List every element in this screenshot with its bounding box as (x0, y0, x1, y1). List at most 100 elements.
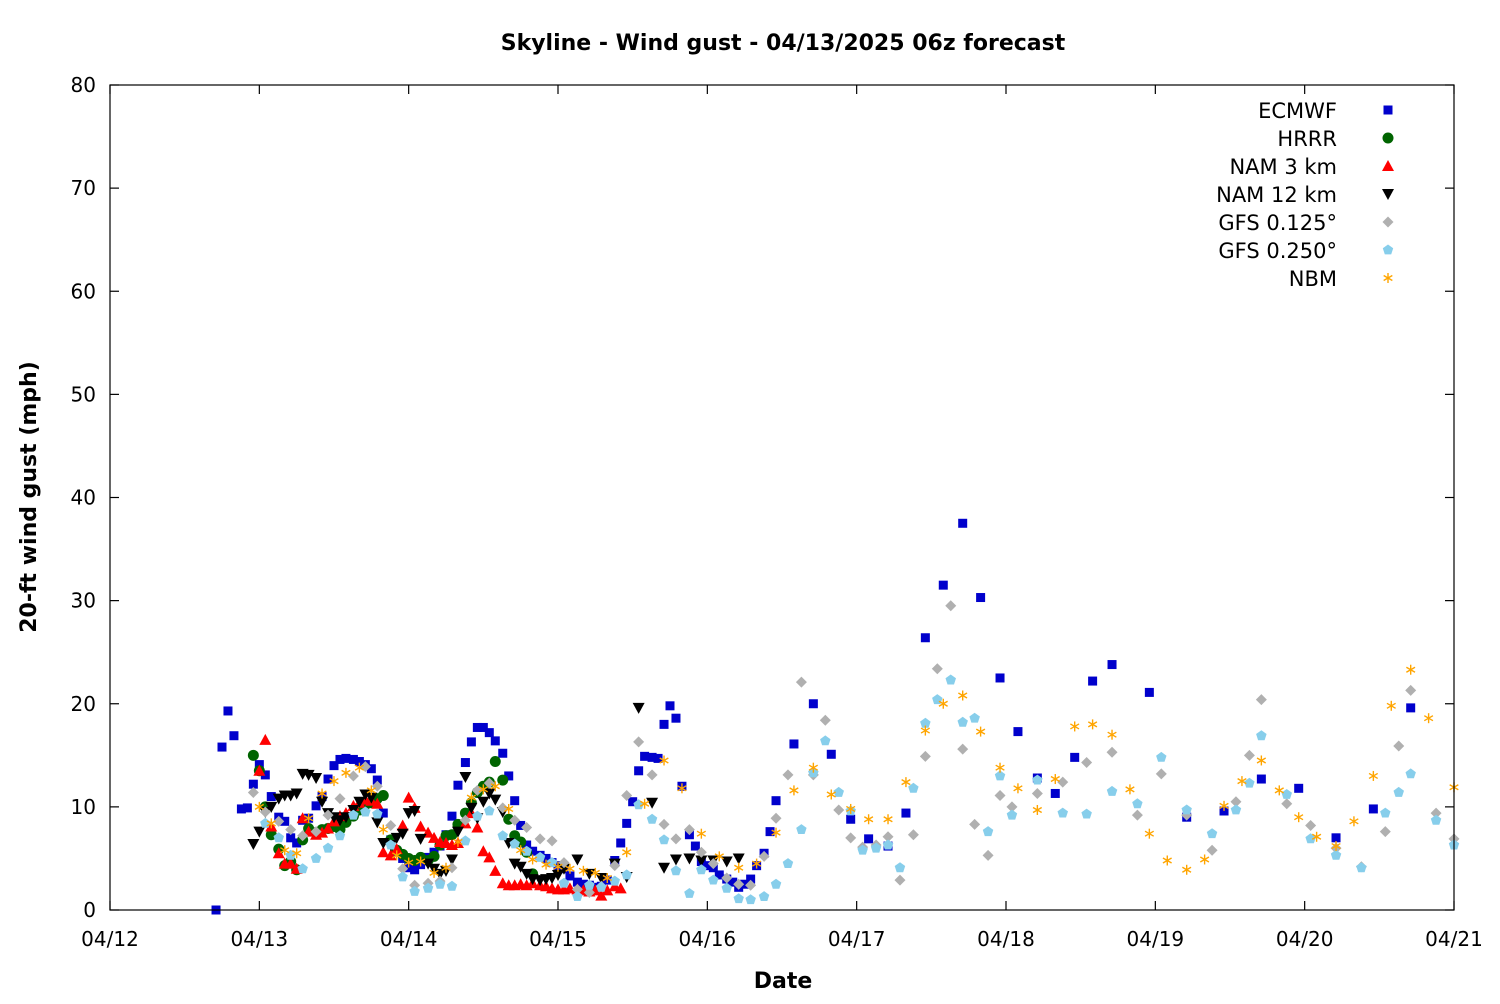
data-point (659, 719, 669, 729)
data-point (1368, 770, 1379, 781)
data-point (459, 814, 471, 826)
data-point (732, 853, 745, 865)
data-point (1199, 854, 1210, 865)
legend-label: GFS 0.250° (1218, 239, 1337, 263)
data-point (609, 875, 620, 886)
data-point (242, 803, 252, 813)
data-point (1255, 694, 1267, 706)
data-point (497, 830, 508, 841)
data-point (628, 797, 638, 807)
x-tick-label: 04/15 (529, 927, 587, 951)
data-point (390, 832, 403, 844)
data-point (459, 771, 472, 783)
data-point (857, 844, 868, 855)
data-point (707, 858, 719, 870)
data-point (1132, 798, 1143, 809)
legend-marker (1382, 189, 1394, 200)
data-point (1081, 757, 1093, 769)
data-point (266, 792, 276, 802)
data-point (347, 770, 359, 782)
data-point (552, 869, 564, 881)
data-point (489, 864, 502, 876)
data-point (272, 847, 285, 859)
legend-label: GFS 0.125° (1218, 211, 1337, 235)
data-point (938, 580, 948, 590)
data-point (571, 883, 583, 895)
data-point (771, 827, 781, 838)
data-point (958, 518, 968, 528)
data-point (297, 863, 308, 874)
data-point (658, 834, 670, 845)
data-point (833, 786, 844, 797)
legend-marker (1383, 105, 1393, 115)
data-point (1349, 816, 1359, 827)
data-point (1219, 806, 1229, 816)
data-point (273, 815, 285, 827)
data-point (354, 757, 364, 766)
data-point (1057, 776, 1069, 788)
data-point (392, 850, 402, 861)
data-point (303, 813, 314, 824)
data-point (310, 852, 322, 863)
data-point (397, 863, 409, 875)
data-point (471, 821, 484, 833)
data-point (994, 790, 1006, 802)
data-point (311, 801, 321, 811)
data-point (451, 826, 464, 838)
data-point (253, 764, 266, 776)
x-tick-label: 04/17 (828, 927, 886, 951)
data-point (429, 867, 439, 878)
data-point (272, 793, 285, 805)
data-point (410, 865, 420, 875)
data-point (414, 820, 427, 832)
data-point (982, 849, 994, 861)
data-point (684, 888, 695, 898)
legend-label: NBM (1289, 267, 1337, 291)
x-tick-label: 04/21 (1425, 927, 1483, 951)
data-point (317, 788, 327, 799)
data-point (403, 857, 414, 868)
data-point (490, 781, 500, 792)
data-point (820, 735, 831, 746)
data-point (920, 725, 931, 736)
data-point (658, 818, 670, 830)
data-point (396, 819, 409, 831)
data-point (290, 788, 303, 800)
data-point (273, 832, 284, 843)
data-point (572, 877, 582, 887)
data-point (534, 851, 546, 862)
data-point (390, 843, 403, 855)
data-point (229, 731, 239, 741)
x-tick-label: 04/14 (380, 927, 438, 951)
data-point (247, 786, 259, 798)
y-tick-label: 30 (71, 589, 96, 613)
data-point (341, 753, 351, 763)
data-point (658, 862, 671, 874)
data-point (378, 808, 388, 818)
data-point (460, 835, 471, 846)
data-point (714, 870, 724, 880)
data-point (714, 851, 724, 862)
data-point (310, 773, 323, 784)
data-point (446, 862, 458, 874)
x-tick-label: 04/12 (81, 927, 139, 951)
data-point (1107, 729, 1117, 740)
data-point (1144, 828, 1155, 839)
data-point (669, 854, 682, 866)
data-point (845, 832, 857, 844)
data-point (1013, 727, 1023, 737)
data-point (353, 796, 366, 808)
legend-marker (1382, 132, 1394, 144)
data-point (1237, 776, 1247, 787)
data-point (646, 769, 658, 781)
data-point (1386, 700, 1396, 711)
data-point (1144, 687, 1154, 697)
data-point (583, 886, 595, 898)
data-point (1330, 849, 1342, 860)
data-point (477, 796, 490, 808)
data-point (465, 802, 478, 814)
data-point (578, 865, 589, 876)
data-point (920, 633, 930, 643)
data-point (883, 814, 893, 825)
data-point (578, 879, 588, 889)
